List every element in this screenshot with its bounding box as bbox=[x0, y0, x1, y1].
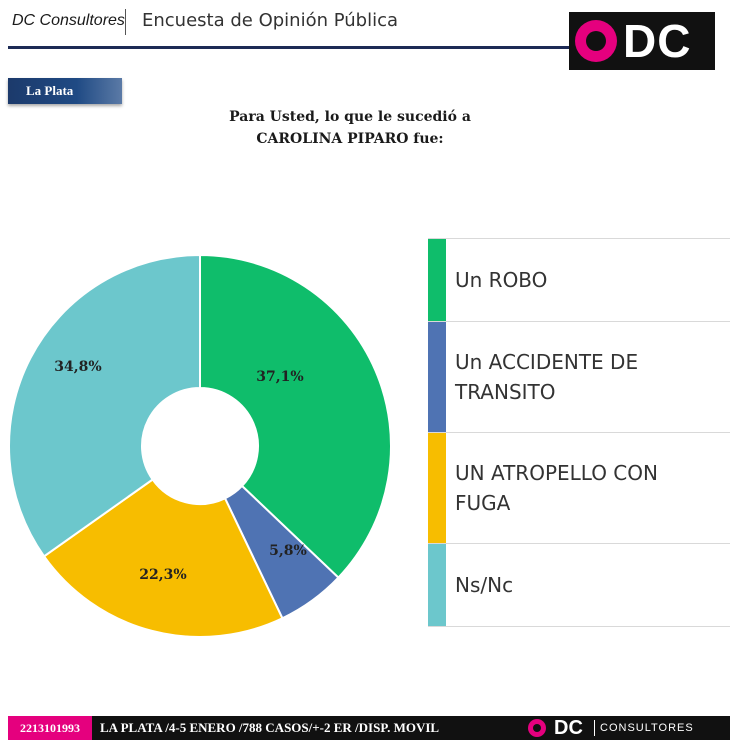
region-tag: La Plata bbox=[8, 78, 122, 104]
footer-logo-divider bbox=[594, 720, 595, 736]
legend-item: UN ATROPELLO CON FUGA bbox=[428, 432, 730, 543]
chart-legend: Un ROBO Un ACCIDENTE DE TRANSITO UN ATROPEL… bbox=[428, 238, 730, 627]
question-line-1: Para Usted, lo que le sucedió a bbox=[229, 109, 471, 125]
footer-logo-ring-icon bbox=[528, 719, 546, 737]
footer-bar: 2213101993 LA PLATA /4-5 ENERO /788 CASO… bbox=[8, 716, 730, 740]
legend-item: Un ROBO bbox=[428, 238, 730, 321]
legend-item: Ns/Nc bbox=[428, 543, 730, 627]
slice-label-1: 37,1% bbox=[256, 369, 303, 385]
slice-label-4: 34,8% bbox=[54, 359, 101, 375]
footer-info: LA PLATA /4-5 ENERO /788 CASOS/+-2 ER /D… bbox=[100, 720, 440, 735]
footer-logo-text: DC bbox=[554, 717, 583, 739]
legend-label: FUGA bbox=[455, 491, 511, 515]
page-title: Encuesta de Opinión Pública bbox=[142, 10, 399, 31]
pie-slice-4 bbox=[8, 253, 201, 558]
pie-slice-1 bbox=[199, 253, 392, 580]
footer-phone: 2213101993 bbox=[8, 716, 92, 740]
legend-label: UN ATROPELLO CON bbox=[455, 461, 658, 485]
donut-chart: 37,1% 5,8% 22,3% 34,8% bbox=[0, 240, 400, 650]
donut-chart-svg: 37,1% 5,8% 22,3% 34,8% bbox=[8, 253, 392, 638]
legend-item: Un ACCIDENTE DE TRANSITO bbox=[428, 321, 730, 432]
question-line-2: CAROLINA PIPARO fue: bbox=[256, 131, 444, 147]
dc-logo: DC bbox=[569, 12, 715, 70]
header-divider bbox=[125, 9, 126, 35]
legend-label: Un ACCIDENTE DE bbox=[455, 350, 639, 374]
legend-label: Ns/Nc bbox=[455, 573, 514, 597]
legend-swatch bbox=[428, 239, 446, 321]
brand-name: DC Consultores bbox=[12, 12, 125, 29]
legend-swatch bbox=[428, 322, 446, 432]
question-title: Para Usted, lo que le sucedió a CAROLINA… bbox=[150, 106, 550, 150]
legend-label: TRANSITO bbox=[455, 380, 556, 404]
legend-label: Un ROBO bbox=[455, 268, 548, 292]
slice-label-2: 5,8% bbox=[269, 543, 307, 559]
legend-swatch bbox=[428, 544, 446, 626]
footer-logo-word: CONSULTORES bbox=[600, 722, 694, 734]
pie-slice-3 bbox=[42, 478, 284, 638]
header-rule bbox=[8, 46, 570, 49]
header: DC Consultores Encuesta de Opinión Públi… bbox=[0, 0, 730, 72]
logo-text: DC bbox=[623, 15, 692, 67]
slice-label-3: 22,3% bbox=[139, 567, 186, 583]
logo-ring-icon bbox=[575, 20, 617, 62]
legend-swatch bbox=[428, 433, 446, 543]
